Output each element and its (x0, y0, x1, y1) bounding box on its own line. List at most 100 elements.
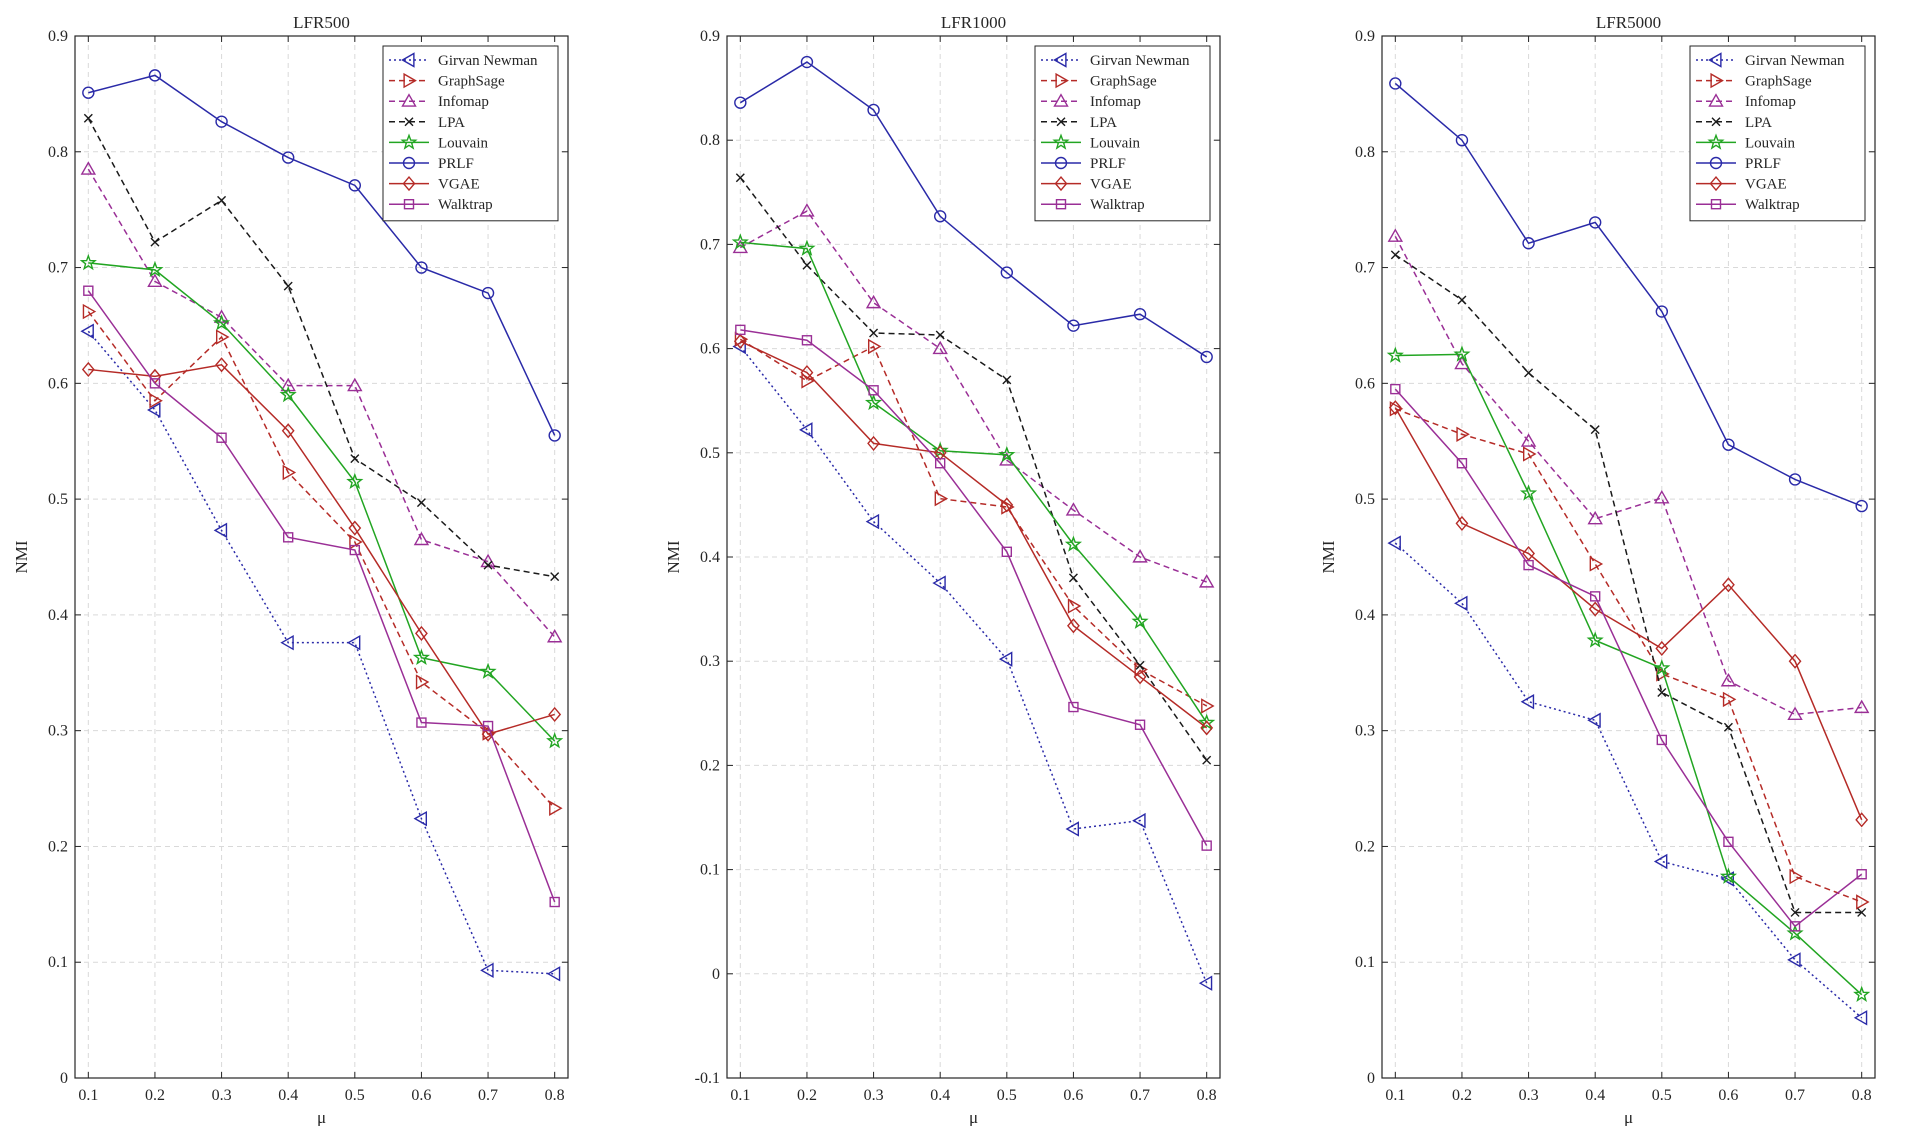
data-point (1589, 556, 1604, 572)
x-tick-label: 0.6 (1718, 1087, 1738, 1104)
data-point (146, 260, 164, 278)
data-point (80, 323, 94, 339)
data-point (1456, 458, 1468, 469)
y-tick-label: 0.9 (48, 28, 68, 45)
series-line (1394, 82, 1862, 507)
x-tick-label: 0.3 (212, 1087, 232, 1104)
data-point (934, 490, 949, 507)
legend-label: Louvain (438, 135, 488, 151)
data-point (1520, 694, 1535, 710)
y-tick-label: 0.6 (1355, 375, 1375, 392)
series-walktrap (735, 324, 1212, 851)
data-point (80, 161, 97, 175)
x-axis-label: μ (317, 1108, 326, 1126)
x-tick-label: 0.5 (997, 1087, 1017, 1104)
data-point (798, 239, 816, 256)
data-point (1002, 375, 1012, 385)
data-point (1000, 266, 1014, 279)
data-point (1720, 672, 1737, 687)
data-point (412, 648, 431, 666)
legend-label: VGAE (1745, 177, 1787, 193)
x-tick-label: 0.5 (1652, 1087, 1672, 1104)
series-walktrap (1390, 383, 1867, 932)
y-tick-label: 0.4 (1355, 607, 1375, 624)
x-axis-label: μ (1624, 1108, 1633, 1126)
data-point (800, 364, 814, 381)
x-axis-label: μ (969, 1108, 978, 1126)
data-point (1656, 734, 1668, 746)
data-point (413, 810, 428, 827)
legend-item: Girvan Newman (1041, 52, 1190, 69)
legend-box (1034, 45, 1211, 222)
data-point (1787, 952, 1801, 968)
data-point (1520, 433, 1537, 447)
series-line (1395, 353, 1863, 996)
x-tick-label: 0.7 (478, 1087, 498, 1104)
y-tick-label: 0.3 (700, 653, 720, 670)
data-point (415, 674, 430, 690)
legend-marker (1055, 198, 1067, 210)
y-tick-label: 0.6 (48, 375, 68, 392)
legend-marker (1708, 52, 1722, 68)
data-point (83, 113, 93, 123)
data-point (735, 324, 746, 336)
y-axis-label: NMI (1319, 540, 1338, 573)
legend-label: GraphSage (1745, 74, 1812, 90)
legend-item: LPA (1696, 115, 1772, 131)
legend: Girvan Newman GraphSage Infomap LPA Louvain P… (1689, 45, 1866, 222)
legend-marker (1707, 133, 1725, 150)
data-point (867, 103, 880, 117)
y-tick-label: 0.7 (1355, 260, 1375, 277)
series-line (87, 117, 555, 578)
legend-label: Girvan Newman (438, 53, 538, 69)
data-point (348, 179, 362, 192)
data-point (416, 717, 427, 728)
series-vgae (1388, 400, 1869, 828)
data-point (1856, 869, 1867, 880)
data-point (1390, 250, 1400, 260)
data-point (79, 253, 97, 271)
legend-item: Girvan Newman (1696, 52, 1845, 69)
legend-item: Walktrap (389, 197, 493, 213)
legend-marker (402, 156, 416, 170)
legend-label: Walktrap (1745, 197, 1800, 213)
data-point (1655, 305, 1669, 318)
legend-label: Walktrap (438, 197, 493, 213)
y-tick-label: 0.1 (1355, 954, 1375, 971)
data-point (148, 69, 162, 82)
data-point (1200, 720, 1214, 736)
data-point (1789, 921, 1801, 932)
data-point (934, 458, 946, 469)
y-tick-label: 0.8 (48, 144, 68, 161)
y-tick-label: 0.6 (700, 341, 720, 358)
data-point (283, 281, 293, 291)
data-point (281, 151, 295, 164)
series-lpa (735, 173, 1212, 765)
data-point (801, 335, 813, 346)
legend-label: VGAE (438, 177, 480, 193)
series-prlf (82, 69, 561, 442)
data-point (281, 423, 295, 439)
data-point (346, 472, 364, 490)
data-point (215, 357, 228, 373)
data-point (932, 340, 948, 355)
legend-item: GraphSage (1041, 72, 1157, 90)
legend-item: Infomap (1696, 93, 1796, 110)
y-tick-label: 0 (712, 966, 720, 983)
data-point (546, 966, 561, 982)
series-line (1394, 388, 1863, 928)
data-point (149, 378, 161, 389)
legend-marker (1710, 72, 1724, 89)
data-point (935, 330, 945, 340)
data-point (217, 195, 227, 205)
x-tick-label: 0.8 (1197, 1087, 1217, 1104)
data-point (1587, 712, 1601, 728)
legend-marker (1053, 93, 1069, 107)
legend-label: GraphSage (1090, 74, 1157, 90)
data-point (1455, 515, 1469, 532)
y-tick-label: 0.2 (48, 838, 68, 855)
legend-item: Louvain (389, 133, 488, 151)
series-line (740, 329, 1208, 846)
data-point (1723, 722, 1733, 732)
series-infomap (732, 203, 1215, 588)
